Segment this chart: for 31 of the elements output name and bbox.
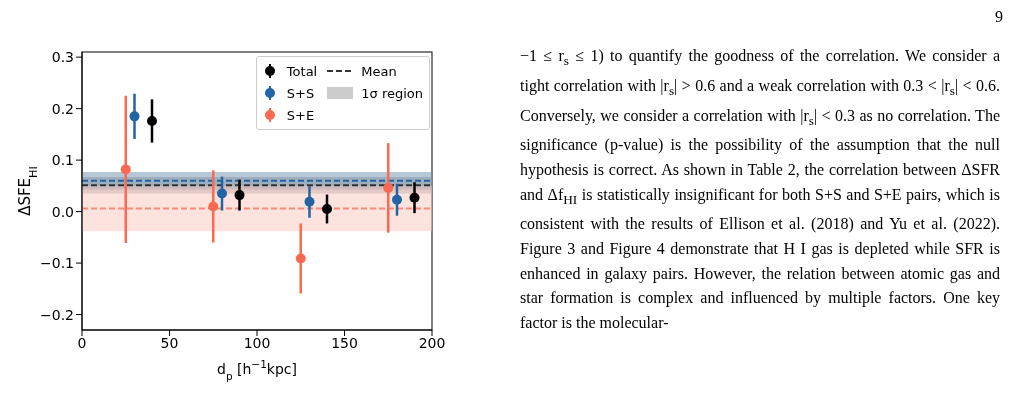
legend-label: Mean — [361, 63, 397, 79]
text: −1 ≤ r$_{s}$ ≤ 1) to quantify the goodness of the correlation. We consider a tight correlation with |r$_{s}$| > 0.6 and a weak correlation with 0.3 < |r$_{s}$| < 0.6. Conversely, we consider a correlation with |r$_{s}$| < 0.3 as no correlation. The significance (p-value) is the possibility of the assumption that the null hypothesis is correct. As shown in Table 2, the correlation between ΔSFR and Δf$_{HI}$ is statistically insignificant for both S+S and S+E pairs, which is consistent with the results of Ellison et al. (2018) and Yu et al. (2022). Figure 3 and Figure 4 demonstrate that H I gas is depleted while SFR is enhanced in galaxy pairs. However, the relation between atomic gas and star formation is complex and influenced by multiple factors. One key factor is the molecular- — [520, 47, 1001, 331]
y-tick-label: −0.2 — [40, 306, 74, 323]
x-tick-label: 0 — [77, 334, 87, 351]
legend-label: Total — [286, 63, 318, 79]
y-tick-label: 0.3 — [51, 49, 74, 66]
point — [392, 194, 402, 205]
x-tick-label: 50 — [160, 334, 179, 351]
legend-label: S+S — [286, 85, 315, 101]
x-tick-label: 100 — [243, 334, 271, 351]
point — [147, 115, 157, 126]
y-tick-label: 0.2 — [51, 100, 74, 117]
point — [409, 192, 420, 203]
point — [129, 111, 140, 122]
legend-label: S+E — [286, 107, 315, 123]
point — [120, 164, 131, 175]
point — [304, 196, 315, 207]
point — [383, 182, 394, 193]
x-axis-title: d$_{p}$ [h$^{−1}$kpc] — [217, 358, 297, 382]
x-tick-label: 150 — [331, 334, 358, 351]
legend-label: 1σ region — [361, 85, 423, 101]
x-tick-label: 200 — [418, 334, 446, 351]
point — [217, 188, 227, 199]
point — [295, 253, 306, 264]
point — [208, 201, 219, 212]
y-tick-label: −0.1 — [40, 255, 74, 272]
y-tick-label: 0.1 — [51, 152, 74, 169]
text: 9 — [995, 8, 1003, 26]
point — [322, 204, 332, 215]
y-tick-label: 0.0 — [51, 203, 74, 220]
point — [234, 190, 245, 201]
